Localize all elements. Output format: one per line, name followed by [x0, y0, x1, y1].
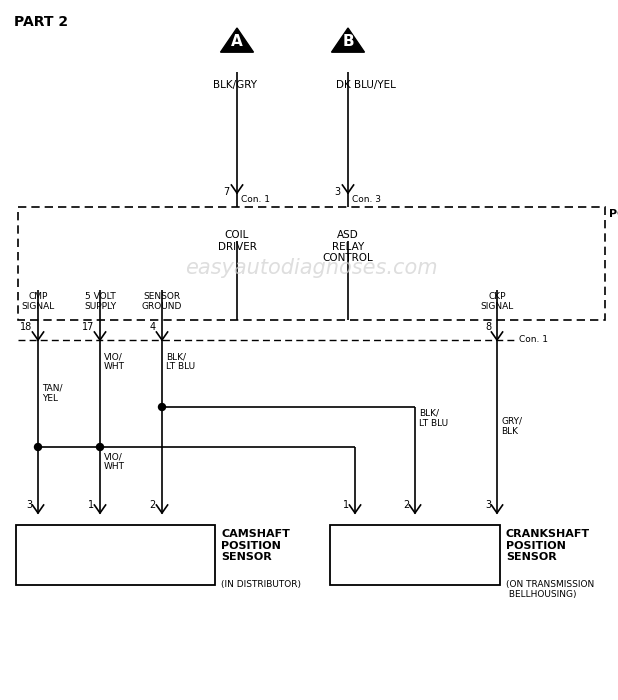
Text: VIO/
WHT: VIO/ WHT — [104, 352, 125, 372]
Circle shape — [158, 403, 166, 410]
Text: 8: 8 — [485, 322, 491, 332]
Text: SENSOR
GROUND: SENSOR GROUND — [142, 292, 182, 312]
Text: VIO/
WHT: VIO/ WHT — [104, 452, 125, 471]
Text: (IN DISTRIBUTOR): (IN DISTRIBUTOR) — [221, 580, 301, 589]
Text: COIL
DRIVER: COIL DRIVER — [218, 230, 256, 251]
Circle shape — [35, 444, 41, 451]
Text: 3: 3 — [26, 500, 32, 510]
Text: PCM: PCM — [609, 209, 618, 219]
Text: Con. 3: Con. 3 — [352, 195, 381, 204]
Text: ASD
RELAY
CONTROL: ASD RELAY CONTROL — [323, 230, 373, 263]
Text: PART 2: PART 2 — [14, 15, 68, 29]
Text: TAN/
YEL: TAN/ YEL — [42, 384, 62, 403]
Polygon shape — [331, 28, 365, 52]
Text: CAMSHAFT
POSITION
SENSOR: CAMSHAFT POSITION SENSOR — [221, 529, 290, 562]
Text: 17: 17 — [82, 322, 94, 332]
Text: 18: 18 — [20, 322, 32, 332]
Text: Con. 1: Con. 1 — [241, 195, 270, 204]
Text: 3: 3 — [334, 187, 340, 197]
Text: Con. 1: Con. 1 — [519, 335, 548, 344]
Text: 1: 1 — [343, 500, 349, 510]
Polygon shape — [221, 28, 253, 52]
Text: 7: 7 — [222, 187, 229, 197]
Bar — [18, 207, 605, 320]
Text: GRY/
BLK: GRY/ BLK — [501, 416, 522, 436]
Text: CRANKSHAFT
POSITION
SENSOR: CRANKSHAFT POSITION SENSOR — [506, 529, 590, 562]
Text: BLK/
LT BLU: BLK/ LT BLU — [166, 352, 195, 372]
Text: (ON TRANSMISSION
 BELLHOUSING): (ON TRANSMISSION BELLHOUSING) — [506, 580, 595, 599]
Text: CKP
SIGNAL: CKP SIGNAL — [480, 292, 514, 312]
Circle shape — [96, 444, 103, 451]
Text: DK BLU/YEL: DK BLU/YEL — [336, 80, 396, 90]
Text: A: A — [231, 34, 243, 48]
Text: 1: 1 — [88, 500, 94, 510]
Text: 5 VOLT
SUPPLY: 5 VOLT SUPPLY — [84, 292, 116, 312]
Text: 2: 2 — [150, 500, 156, 510]
Text: BLK/
LT BLU: BLK/ LT BLU — [419, 409, 448, 428]
Text: B: B — [342, 34, 354, 48]
Text: 3: 3 — [485, 500, 491, 510]
Bar — [16, 525, 215, 585]
Bar — [330, 525, 500, 585]
Text: 2: 2 — [403, 500, 409, 510]
Text: easyautodiagnoses.com: easyautodiagnoses.com — [185, 258, 438, 278]
Text: BLK/GRY: BLK/GRY — [213, 80, 257, 90]
Text: 4: 4 — [150, 322, 156, 332]
Text: CMP
SIGNAL: CMP SIGNAL — [22, 292, 54, 312]
